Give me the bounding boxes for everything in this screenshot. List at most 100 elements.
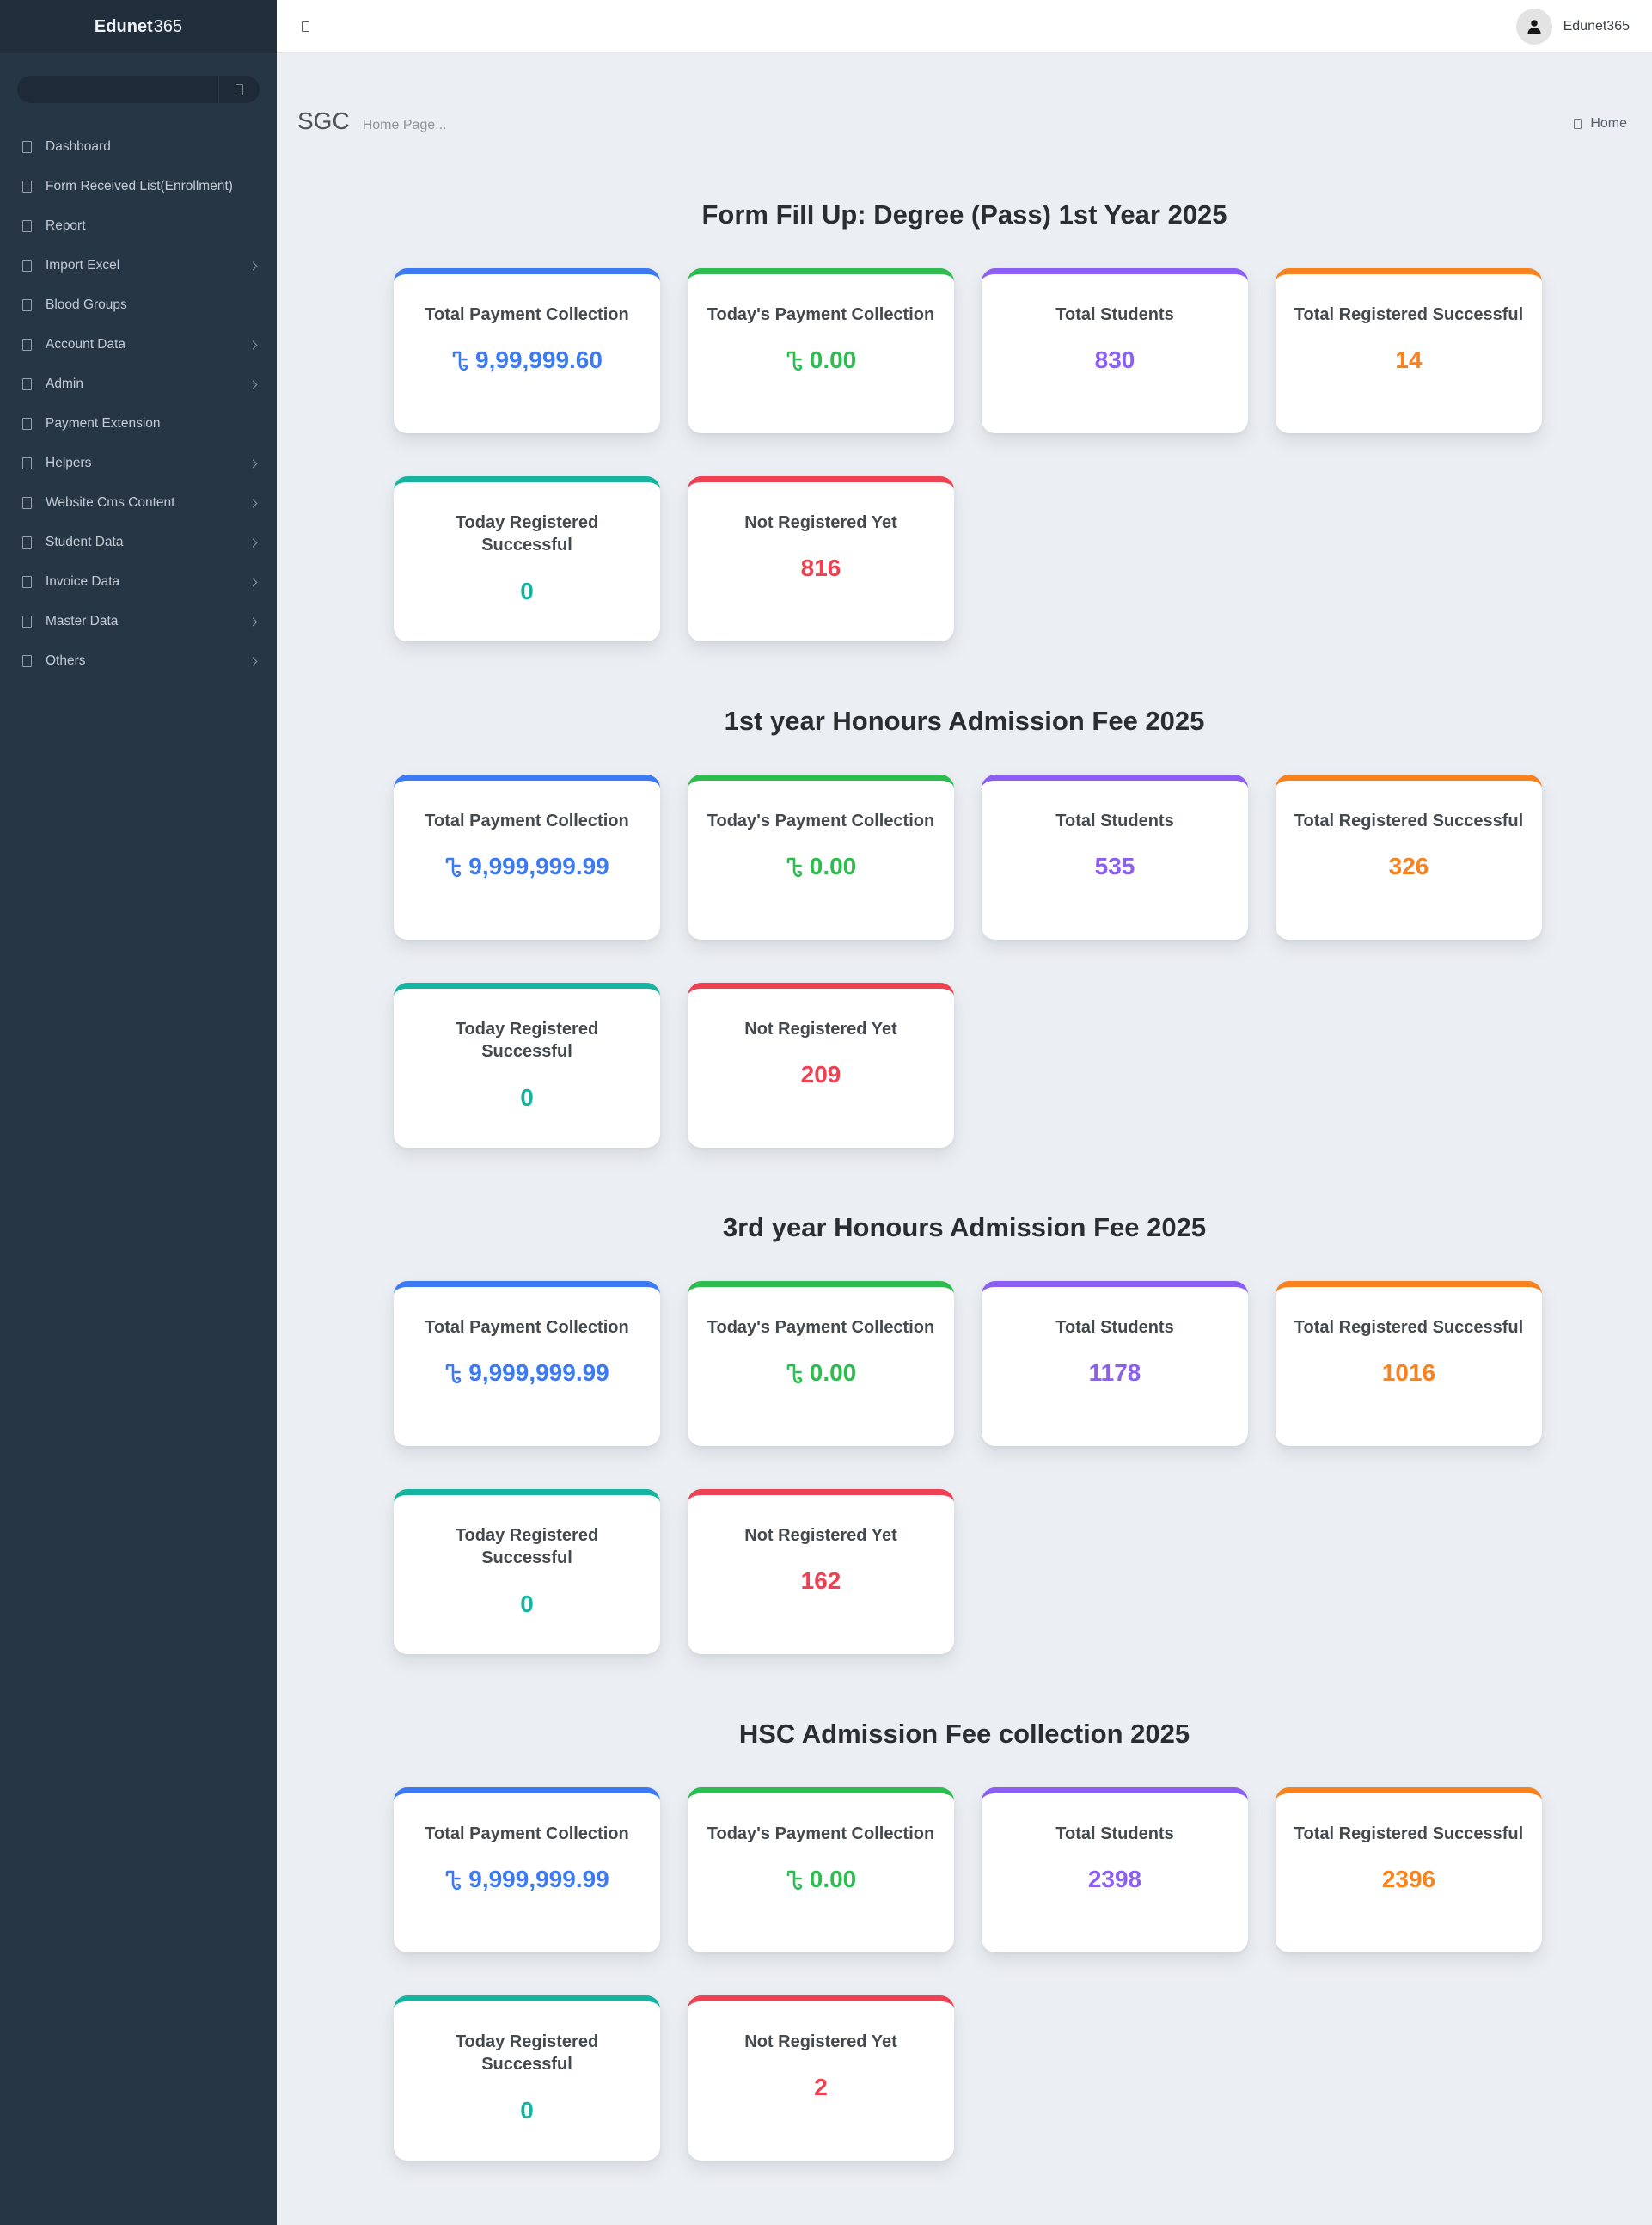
sidebar-item-student-data[interactable]: Student Data: [0, 523, 277, 562]
student-data-icon: [22, 536, 32, 549]
sidebar-item-import-excel[interactable]: Import Excel: [0, 246, 277, 285]
sidebar-item-account-data[interactable]: Account Data: [0, 325, 277, 365]
taka-currency-icon: [786, 1364, 802, 1384]
chevron-right-icon: [248, 261, 258, 270]
card-total-registered-successful: Total Registered Successful 1016: [1276, 1281, 1542, 1446]
sidebar-item-blood-groups[interactable]: Blood Groups: [0, 285, 277, 325]
user-avatar-icon: [1515, 8, 1552, 45]
section-title: Form Fill Up: Degree (Pass) 1st Year 202…: [701, 199, 1227, 230]
search-icon: [236, 83, 243, 95]
top-navbar: Edunet365: [277, 0, 1652, 53]
section-title: 3rd year Honours Admission Fee 2025: [722, 1212, 1207, 1242]
brand-link[interactable]: Edunet 365: [0, 0, 277, 53]
user-menu[interactable]: Edunet365: [1515, 8, 1630, 45]
card-total-registered-successful: Total Registered Successful 2396: [1276, 1787, 1542, 1952]
form-received-list-icon: [22, 181, 32, 193]
sidebar-item-master-data[interactable]: Master Data: [0, 602, 277, 641]
card-not-registered-yet: Not Registered Yet 162: [688, 1489, 954, 1654]
card-today-registered-successful: Today Registered Successful 0: [394, 983, 660, 1148]
sidebar-item-dashboard[interactable]: Dashboard: [0, 127, 277, 167]
card-todays-payment-collection: Today's Payment Collection 0.00: [688, 775, 954, 940]
admin-icon: [22, 378, 32, 390]
payment-extension-icon: [22, 418, 32, 430]
import-excel-icon: [22, 260, 32, 272]
helpers-icon: [22, 457, 32, 469]
card-total-payment-collection: Total Payment Collection 9,999,999.99: [394, 1787, 660, 1952]
taka-currency-icon: [445, 1870, 462, 1891]
taka-currency-icon: [452, 351, 468, 371]
master-data-icon: [22, 616, 32, 628]
user-name: Edunet365: [1563, 18, 1630, 34]
brand-name-light: 365: [153, 16, 183, 36]
breadcrumb: Home: [1574, 116, 1627, 135]
search-input[interactable]: [17, 76, 218, 103]
chevron-right-icon: [248, 380, 258, 389]
others-icon: [22, 655, 32, 667]
section-title: 1st year Honours Admission Fee 2025: [724, 706, 1205, 736]
sidebar-item-invoice-data[interactable]: Invoice Data: [0, 562, 277, 602]
sidebar-search: [17, 76, 260, 103]
section-3rd-year-honours: 3rd year Honours Admission Fee 2025 Tota…: [277, 1209, 1652, 1654]
sidebar: Edunet 365 Dashboard Form Received List(…: [0, 0, 277, 2225]
menu-toggle-icon[interactable]: [302, 21, 309, 32]
sidebar-nav: Dashboard Form Received List(Enrollment)…: [0, 127, 277, 681]
sidebar-item-website-cms-content[interactable]: Website Cms Content: [0, 483, 277, 523]
search-button[interactable]: [218, 76, 260, 103]
brand-name-bold: Edunet: [94, 16, 153, 36]
page-subtitle: Home Page...: [362, 118, 447, 132]
blood-groups-icon: [22, 299, 32, 311]
sidebar-item-admin[interactable]: Admin: [0, 365, 277, 404]
chevron-right-icon: [248, 459, 258, 468]
chevron-right-icon: [248, 657, 258, 665]
section-form-fill-up-degree: Form Fill Up: Degree (Pass) 1st Year 202…: [277, 196, 1652, 641]
taka-currency-icon: [445, 1364, 462, 1384]
sidebar-item-report[interactable]: Report: [0, 206, 277, 246]
chevron-right-icon: [248, 538, 258, 547]
card-todays-payment-collection: Today's Payment Collection 0.00: [688, 1787, 954, 1952]
card-not-registered-yet: Not Registered Yet 816: [688, 476, 954, 641]
taka-currency-icon: [445, 857, 462, 878]
card-total-students: Total Students 2398: [982, 1787, 1248, 1952]
sidebar-item-helpers[interactable]: Helpers: [0, 444, 277, 483]
chevron-right-icon: [248, 578, 258, 586]
card-total-payment-collection: Total Payment Collection 9,999,999.99: [394, 1281, 660, 1446]
card-not-registered-yet: Not Registered Yet 2: [688, 1995, 954, 2161]
sidebar-item-form-received-list[interactable]: Form Received List(Enrollment): [0, 167, 277, 206]
card-today-registered-successful: Today Registered Successful 0: [394, 476, 660, 641]
page-head: SGC Home Page... Home: [277, 53, 1652, 135]
taka-currency-icon: [786, 857, 802, 878]
chevron-right-icon: [248, 340, 258, 349]
sidebar-item-others[interactable]: Others: [0, 641, 277, 681]
chevron-right-icon: [248, 617, 258, 626]
taka-currency-icon: [786, 1870, 802, 1891]
main-column: Edunet365 SGC Home Page... Home Form Fil…: [277, 0, 1652, 2225]
section-title: HSC Admission Fee collection 2025: [738, 1719, 1190, 1749]
page-title: SGC: [297, 107, 350, 134]
invoice-data-icon: [22, 576, 32, 588]
card-total-registered-successful: Total Registered Successful 326: [1276, 775, 1542, 940]
chevron-right-icon: [248, 499, 258, 507]
dashboard-icon: [22, 141, 32, 153]
card-total-registered-successful: Total Registered Successful 14: [1276, 268, 1542, 433]
card-total-payment-collection: Total Payment Collection 9,999,999.99: [394, 775, 660, 940]
section-1st-year-honours: 1st year Honours Admission Fee 2025 Tota…: [277, 702, 1652, 1148]
card-today-registered-successful: Today Registered Successful 0: [394, 1995, 660, 2161]
sidebar-item-payment-extension[interactable]: Payment Extension: [0, 404, 277, 444]
card-total-students: Total Students 830: [982, 268, 1248, 433]
card-not-registered-yet: Not Registered Yet 209: [688, 983, 954, 1148]
report-icon: [22, 220, 32, 232]
section-hsc-admission: HSC Admission Fee collection 2025 Total …: [277, 1715, 1652, 2161]
content-area: SGC Home Page... Home Form Fill Up: Degr…: [277, 53, 1652, 2225]
card-total-students: Total Students 535: [982, 775, 1248, 940]
card-todays-payment-collection: Today's Payment Collection 0.00: [688, 268, 954, 433]
taka-currency-icon: [786, 351, 802, 371]
card-today-registered-successful: Today Registered Successful 0: [394, 1489, 660, 1654]
card-total-students: Total Students 1178: [982, 1281, 1248, 1446]
website-cms-content-icon: [22, 497, 32, 509]
home-icon: [1574, 119, 1582, 129]
breadcrumb-home-link[interactable]: Home: [1590, 116, 1627, 131]
card-total-payment-collection: Total Payment Collection 9,99,999.60: [394, 268, 660, 433]
card-todays-payment-collection: Today's Payment Collection 0.00: [688, 1281, 954, 1446]
account-data-icon: [22, 339, 32, 351]
